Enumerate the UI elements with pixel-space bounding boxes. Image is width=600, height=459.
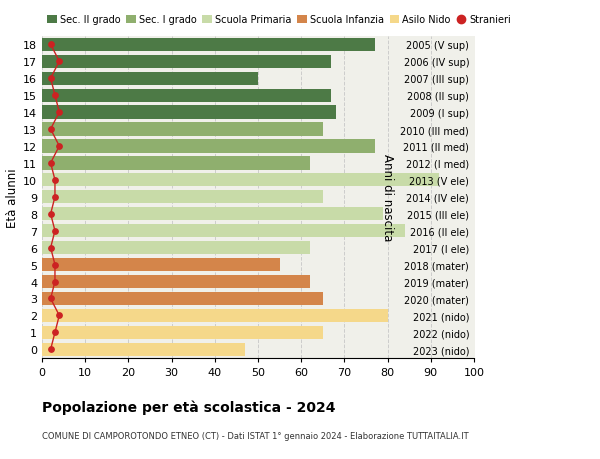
Text: Popolazione per età scolastica - 2024: Popolazione per età scolastica - 2024 xyxy=(42,399,335,414)
Y-axis label: Età alunni: Età alunni xyxy=(6,168,19,227)
Point xyxy=(46,295,55,302)
Bar xyxy=(42,39,374,52)
Bar xyxy=(42,174,439,187)
Bar xyxy=(42,90,331,102)
Bar xyxy=(42,292,323,305)
Text: COMUNE DI CAMPOROTONDO ETNEO (CT) - Dati ISTAT 1° gennaio 2024 - Elaborazione TU: COMUNE DI CAMPOROTONDO ETNEO (CT) - Dati… xyxy=(42,431,469,441)
Point xyxy=(50,194,60,201)
Bar xyxy=(42,56,331,69)
Point xyxy=(46,126,55,134)
Point xyxy=(50,92,60,100)
Bar xyxy=(42,224,405,238)
Point xyxy=(55,58,64,66)
Point xyxy=(46,245,55,252)
Point xyxy=(46,75,55,83)
Bar xyxy=(42,326,323,339)
Legend: Sec. II grado, Sec. I grado, Scuola Primaria, Scuola Infanzia, Asilo Nido, Stran: Sec. II grado, Sec. I grado, Scuola Prim… xyxy=(47,16,511,25)
Bar xyxy=(42,73,258,85)
Bar xyxy=(42,309,388,322)
Bar xyxy=(42,207,383,221)
Point xyxy=(46,211,55,218)
Point xyxy=(50,261,60,269)
Point xyxy=(55,109,64,117)
Point xyxy=(55,312,64,319)
Y-axis label: Anni di nascita: Anni di nascita xyxy=(381,154,394,241)
Point xyxy=(50,329,60,336)
Bar xyxy=(42,157,310,170)
Bar xyxy=(42,343,245,356)
Point xyxy=(46,346,55,353)
Bar xyxy=(42,106,336,119)
Point xyxy=(46,160,55,167)
Point xyxy=(55,143,64,150)
Bar xyxy=(42,191,323,204)
Point xyxy=(50,177,60,184)
Bar xyxy=(42,241,310,255)
Point xyxy=(50,278,60,285)
Bar xyxy=(42,275,310,289)
Point xyxy=(50,228,60,235)
Bar xyxy=(42,123,323,136)
Bar xyxy=(42,258,280,272)
Point xyxy=(46,41,55,49)
Bar xyxy=(42,140,374,153)
